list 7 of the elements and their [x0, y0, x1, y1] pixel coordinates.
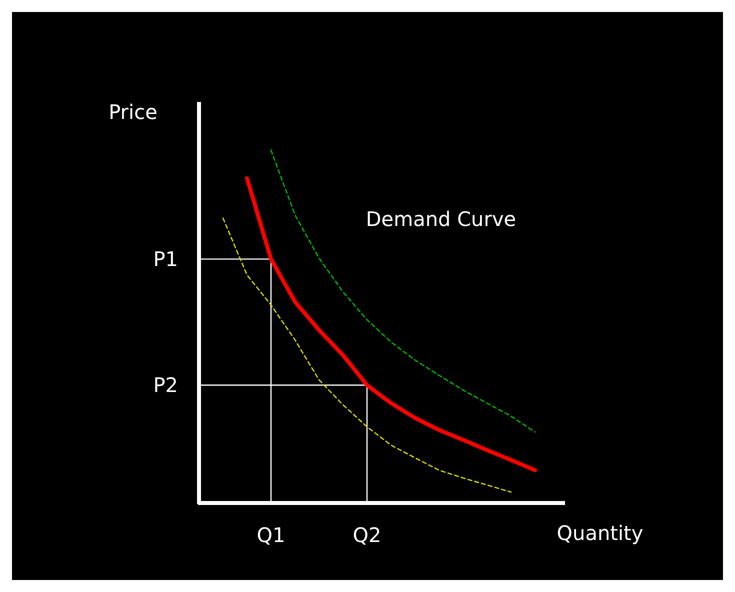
x-tick-label: Q1	[256, 523, 286, 547]
ref-line-label: P2	[153, 373, 178, 398]
x-tick-label: Q2	[352, 523, 382, 547]
x-axis-title: Quantity	[556, 521, 644, 545]
y-axis-title: Price	[108, 100, 158, 124]
annotation: Demand Curve	[366, 207, 516, 231]
ref-line-label: P1	[153, 247, 178, 272]
